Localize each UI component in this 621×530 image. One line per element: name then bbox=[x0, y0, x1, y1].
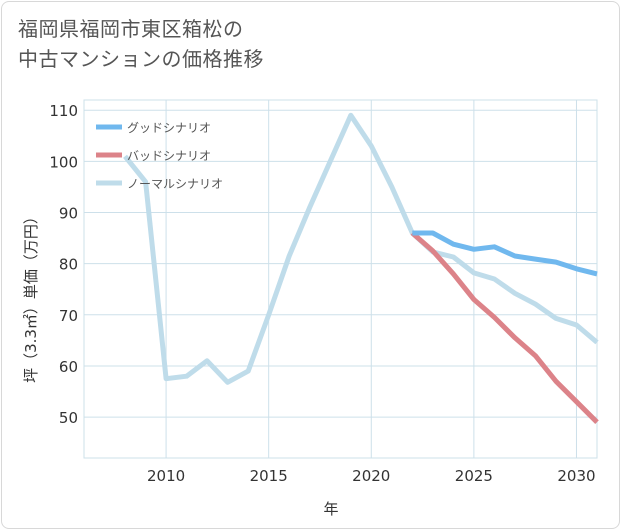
legend-label: ノーマルシナリオ bbox=[127, 177, 223, 191]
legend-label: グッドシナリオ bbox=[127, 121, 211, 135]
y-tick-label: 110 bbox=[49, 102, 78, 120]
y-tick-label: 90 bbox=[59, 205, 78, 223]
price-trend-chart: 50 60 70 80 90 100 110 2010 2015 2020 2025 2030 グッド… bbox=[0, 0, 621, 530]
y-tick-label: 70 bbox=[59, 307, 78, 325]
x-tick-label: 2030 bbox=[557, 467, 595, 485]
x-axis-label: 年 bbox=[323, 500, 338, 518]
y-tick-label: 60 bbox=[59, 358, 78, 376]
series-line-bad bbox=[412, 233, 597, 422]
x-tick-label: 2025 bbox=[455, 467, 493, 485]
y-tick-label: 50 bbox=[59, 409, 78, 427]
y-tick-label: 80 bbox=[59, 256, 78, 274]
legend-label: バッドシナリオ bbox=[127, 149, 211, 163]
x-tick-label: 2020 bbox=[352, 467, 390, 485]
y-tick-label: 100 bbox=[49, 153, 78, 171]
x-tick-label: 2010 bbox=[147, 467, 185, 485]
y-axis-label: 坪（3.3㎡）単価（万円） bbox=[22, 209, 40, 383]
x-tick-label: 2015 bbox=[250, 467, 288, 485]
